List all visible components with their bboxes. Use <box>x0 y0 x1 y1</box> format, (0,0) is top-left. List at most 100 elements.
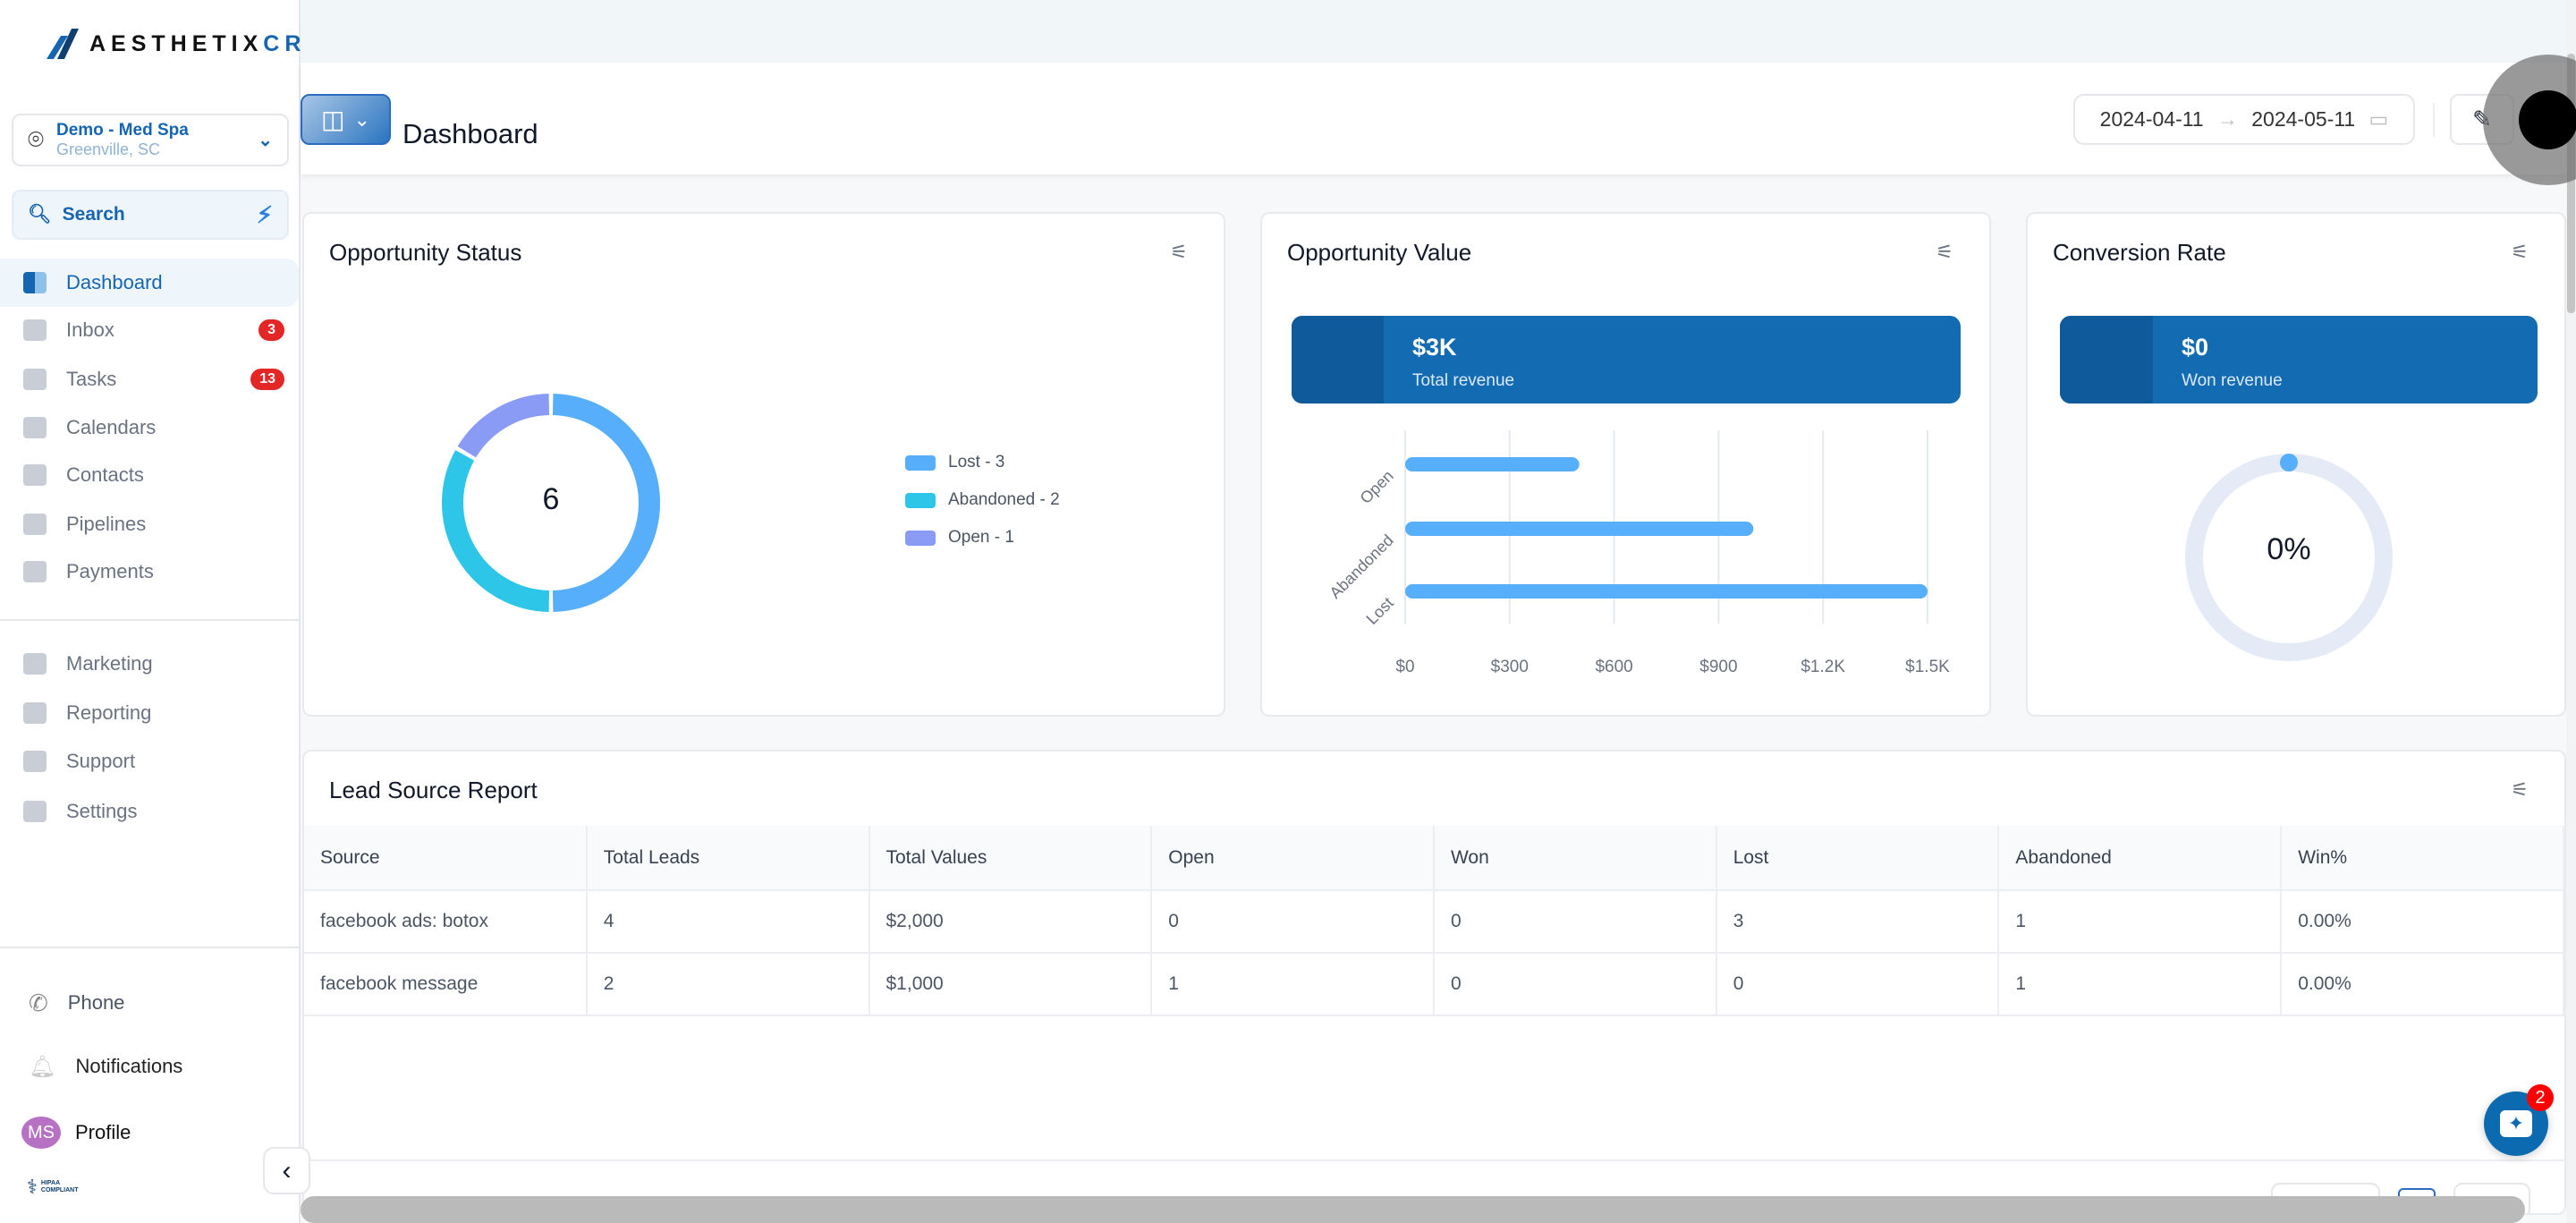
legend-label: Abandoned - 2 <box>948 490 1060 509</box>
sidebar-item-label: Inbox <box>66 318 114 341</box>
sidebar-item-calendars[interactable]: Calendars <box>0 403 299 452</box>
sidebar-item-inbox[interactable]: Inbox 3 <box>0 306 299 354</box>
sidebar-item-profile[interactable]: MS Profile <box>0 1108 299 1157</box>
donut-chart <box>442 394 660 612</box>
date-to[interactable]: 2024-05-11 <box>2251 107 2356 131</box>
donut-slice-abandoned[interactable] <box>442 450 550 612</box>
sidebar-item-tasks[interactable]: Tasks 13 <box>0 355 299 403</box>
megaphone-icon <box>23 653 47 675</box>
payments-icon <box>23 561 47 582</box>
column-header[interactable]: Total Leads <box>586 826 870 891</box>
search-label: Search <box>62 204 125 225</box>
table-cell: 0.00% <box>2281 953 2564 1016</box>
x-tick-label: $900 <box>1699 658 1737 676</box>
table-cell: 3 <box>1716 890 2000 954</box>
avatar: MS <box>21 1117 61 1149</box>
layout-icon: ◫ <box>321 106 345 133</box>
search-button[interactable]: 🔍︎ Search ⚡︎ <box>12 190 289 240</box>
legend-item-open[interactable]: Open - 1 <box>905 528 1014 548</box>
sidebar-item-label: Reporting <box>66 701 152 724</box>
lightning-icon[interactable]: ⚡︎ <box>256 200 273 228</box>
column-header[interactable]: Source <box>304 826 588 891</box>
arrow-right-icon: → <box>2216 107 2238 131</box>
filter-icon[interactable]: ⚟ <box>1936 241 1953 263</box>
chat-icon <box>23 751 47 772</box>
sidebar-item-label: Marketing <box>66 652 153 675</box>
phone-label: Phone <box>67 991 125 1014</box>
date-range-picker[interactable]: 2024-04-11 → 2024-05-11 ▭ <box>2073 94 2415 145</box>
column-header[interactable]: Lost <box>1716 826 2000 891</box>
bar-abandoned[interactable] <box>1405 522 1754 536</box>
table-cell: $2,000 <box>869 890 1153 954</box>
filter-icon[interactable]: ⚟ <box>2511 241 2529 263</box>
donut-slice-lost[interactable] <box>552 394 660 612</box>
sidebar-item-pipelines[interactable]: Pipelines <box>0 500 299 548</box>
bar-lost[interactable] <box>1405 584 1928 599</box>
sidebar-item-support[interactable]: Support <box>0 737 299 786</box>
pipelines-icon <box>23 514 47 535</box>
sidebar-item-reporting[interactable]: Reporting <box>0 689 299 737</box>
total-revenue-banner: $3K Total revenue <box>1292 316 1961 403</box>
sidebar-item-label: Payments <box>66 560 154 582</box>
column-header[interactable]: Open <box>1151 826 1435 891</box>
table-cell: 0 <box>1716 953 2000 1016</box>
y-category-label: Open <box>1357 467 1397 507</box>
layout-switcher-button[interactable]: ◫ ⌄ <box>301 94 391 145</box>
date-from[interactable]: 2024-04-11 <box>2099 107 2204 131</box>
horizontal-scrollbar[interactable] <box>301 1196 2525 1223</box>
sidebar-item-label: Calendars <box>66 416 157 438</box>
filter-icon[interactable]: ⚟ <box>1170 241 1188 263</box>
tasks-icon <box>23 369 47 390</box>
sidebar-item-phone[interactable]: ✆ Phone <box>0 979 299 1027</box>
sidebar-item-marketing[interactable]: Marketing <box>0 640 299 688</box>
vertical-scrollbar[interactable] <box>2567 54 2575 313</box>
legend-item-lost[interactable]: Lost - 3 <box>905 453 1004 472</box>
chevron-down-icon: ⌄ <box>258 131 273 150</box>
table-cell: 2 <box>586 953 870 1016</box>
column-header[interactable]: Total Values <box>869 826 1153 891</box>
chevron-down-icon: ⌄ <box>353 107 370 131</box>
total-revenue-value: $3K <box>1412 334 1457 361</box>
card-title: Conversion Rate <box>2053 239 2226 266</box>
logo-mark-icon <box>47 29 79 59</box>
chat-badge: 2 <box>2527 1084 2554 1111</box>
gear-icon <box>23 801 47 822</box>
bar-open[interactable] <box>1405 457 1580 471</box>
column-header[interactable]: Win% <box>2281 826 2564 891</box>
table-cell: 0 <box>1433 953 1717 1016</box>
sidebar-item-dashboard[interactable]: Dashboard <box>0 259 299 307</box>
lead-source-table: Source Total Leads Total Values Open Won Lost… <box>304 826 2564 1016</box>
sidebar-item-contacts[interactable]: Contacts <box>0 451 299 499</box>
search-icon: 🔍︎ <box>28 204 52 225</box>
donut-slice-open[interactable] <box>457 394 550 458</box>
chat-widget-button[interactable]: ✦ 2 <box>2484 1084 2554 1156</box>
column-header[interactable]: Won <box>1433 826 1717 891</box>
conversion-rate-card: Conversion Rate ⚟ $0 Won revenue 0% <box>2026 212 2566 717</box>
gauge-progress <box>2280 454 2298 471</box>
y-category-label: Abandoned <box>1326 531 1397 602</box>
table-cell: 0.00% <box>2281 890 2564 954</box>
legend-item-abandoned[interactable]: Abandoned - 2 <box>905 490 1060 510</box>
x-tick-label: $1.2K <box>1801 658 1845 676</box>
conversion-rate-value: 0% <box>2267 532 2311 566</box>
pie-chart-icon <box>23 702 47 724</box>
brand-logo[interactable]: AESTHETIXCRM <box>47 29 330 59</box>
page-title: Dashboard <box>402 118 538 149</box>
legend-label: Open - 1 <box>948 528 1014 547</box>
legend-label: Lost - 3 <box>948 453 1005 471</box>
caduceus-icon: ⚕ <box>27 1176 38 1198</box>
sidebar-item-label: Dashboard <box>66 271 163 293</box>
won-revenue-label: Won revenue <box>2182 371 2283 390</box>
sidebar-item-payments[interactable]: Payments <box>0 548 299 596</box>
map-pin-icon: ⌾ <box>28 124 44 155</box>
total-revenue-label: Total revenue <box>1412 371 1515 390</box>
y-category-label: Lost <box>1363 594 1397 628</box>
collapse-sidebar-button[interactable]: ‹ <box>263 1147 310 1194</box>
location-switcher[interactable]: ⌾ Demo - Med Spa Greenville, SC ⌄ <box>12 114 289 166</box>
conversion-gauge <box>2185 454 2393 661</box>
card-title: Opportunity Status <box>329 239 522 266</box>
sidebar-item-settings[interactable]: Settings <box>0 787 299 836</box>
sidebar-item-notifications[interactable]: 🔔︎ Notifications <box>0 1042 299 1091</box>
filter-icon[interactable]: ⚟ <box>2511 778 2529 801</box>
column-header[interactable]: Abandoned <box>1998 826 2283 891</box>
